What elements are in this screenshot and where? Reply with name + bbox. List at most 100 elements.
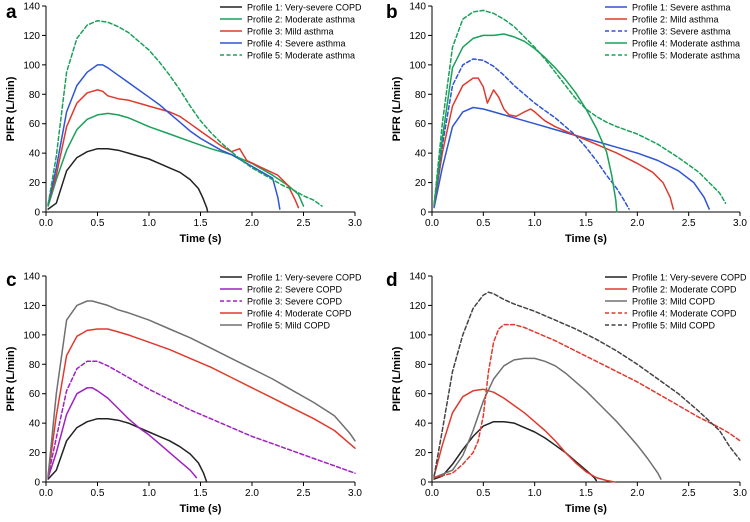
series-line-5 [47,300,356,477]
panel-letter: b [386,2,398,23]
y-tick-label: 20 [415,448,427,459]
series-line-5 [433,9,727,206]
legend-label: Profile 4: Moderate asthma [632,39,740,49]
x-tick-label: 1.0 [142,488,156,499]
y-tick-label: 60 [29,119,41,130]
y-tick-label: 0 [34,478,40,489]
series-line-1 [47,147,209,213]
legend-label: Profile 5: Moderate asthma [632,51,740,61]
y-tick-label: 0 [34,208,40,219]
x-tick-label: 0.0 [425,488,439,499]
y-tick-label: 140 [409,272,426,283]
x-tick-label: 3.0 [733,218,747,229]
legend-label: Profile 5: Moderate asthma [247,51,355,61]
series-line-3 [47,89,300,209]
legend-label: Profile 4: Moderate COPD [247,309,352,319]
legend-label: Profile 5: Mild COPD [247,321,331,331]
y-axis-label: PIFR (L/min) [391,346,403,411]
x-tick-label: 2.5 [682,218,696,229]
y-tick-label: 100 [23,60,40,71]
legend-label: Profile 2: Severe COPD [247,285,343,295]
y-tick-label: 80 [415,90,427,101]
series-line-3 [433,58,630,210]
y-axis-label: PIFR (L/min) [5,76,17,141]
legend-label: Profile 1: Very-severe COPD [247,3,362,13]
x-axis-label: Time (s) [565,503,607,515]
x-tick-label: 0.0 [39,488,53,499]
series-line-1 [433,420,598,482]
x-tick-label: 0.5 [91,488,105,499]
x-tick-label: 1.0 [528,218,542,229]
y-tick-label: 40 [415,149,427,160]
series-line-3 [433,357,662,480]
legend-label: Profile 4: Severe asthma [247,39,346,49]
series-line-1 [47,417,208,483]
panel-b: b PIFR (L/min) Time (s) 0 20 40 60 80 100 120 1… [386,2,747,246]
x-tick-label: 0.0 [425,218,439,229]
x-tick-label: 1.0 [142,218,156,229]
x-tick-label: 1.5 [194,488,208,499]
x-tick-label: 0.5 [476,488,490,499]
y-tick-label: 100 [409,330,426,341]
y-tick-label: 0 [420,478,426,489]
series-line-4 [433,33,618,213]
x-axis-label: Time (s) [180,233,222,245]
panel-letter: d [386,270,398,291]
y-tick-label: 100 [409,60,426,71]
legend-label: Profile 1: Very-severe COPD [247,273,362,283]
x-tick-label: 0.5 [91,218,105,229]
x-tick-label: 0.0 [39,218,53,229]
series-line-4 [433,323,741,479]
x-tick-label: 3.0 [733,488,747,499]
legend-label: Profile 2: Moderate asthma [247,15,355,25]
y-tick-label: 20 [415,178,427,189]
y-tick-label: 60 [415,389,427,400]
y-tick-label: 120 [409,31,426,42]
series-line-4 [47,64,281,210]
legend-label: Profile 5: Mild COPD [632,321,716,331]
panel-letter: c [6,270,17,291]
x-tick-label: 2.0 [245,218,259,229]
y-tick-label: 140 [23,2,40,13]
legend-label: Profile 3: Mild asthma [247,27,334,37]
x-tick-label: 2.5 [297,488,311,499]
series-line-2 [433,77,675,210]
y-tick-label: 20 [29,448,41,459]
x-tick-label: 1.5 [579,488,593,499]
panel-d: d PIFR (L/min) Time (s) 0 20 40 60 80 100 120 1… [386,270,747,515]
legend-label: Profile 2: Moderate COPD [632,285,737,295]
x-tick-label: 2.5 [682,488,696,499]
legend-label: Profile 1: Severe asthma [632,3,731,13]
series-line-2 [47,112,305,207]
x-tick-label: 3.0 [348,488,362,499]
legend-label: Profile 1: Very-severe COPD [632,273,747,283]
legend-label: Profile 2: Mild asthma [632,15,719,25]
legend-label: Profile 3: Mild COPD [632,297,716,307]
x-axis-label: Time (s) [180,503,222,515]
series-line-1 [433,106,710,210]
y-tick-label: 60 [29,389,41,400]
x-tick-label: 0.5 [476,218,490,229]
y-tick-label: 120 [23,31,40,42]
y-tick-label: 80 [29,360,41,371]
y-tick-label: 40 [29,419,41,430]
x-tick-label: 1.5 [194,218,208,229]
series-line-5 [433,291,741,477]
y-tick-label: 60 [415,119,427,130]
series-line-5 [47,19,323,207]
y-tick-label: 80 [29,90,41,101]
x-tick-label: 1.5 [579,218,593,229]
y-tick-label: 140 [409,2,426,13]
panel-a: a PIFR (L/min) Time (s) 0 20 40 60 80 100 120 1… [5,2,362,246]
x-axis-label: Time (s) [565,233,607,245]
y-axis-label: PIFR (L/min) [391,76,403,141]
legend-label: Profile 4: Moderate COPD [632,309,737,319]
x-tick-label: 2.0 [630,218,644,229]
y-tick-label: 20 [29,178,41,189]
y-tick-label: 40 [29,149,41,160]
y-tick-label: 40 [415,419,427,430]
panel-c: c PIFR (L/min) Time (s) 0 20 40 60 80 100 120 1… [5,270,362,515]
y-tick-label: 120 [23,301,40,312]
